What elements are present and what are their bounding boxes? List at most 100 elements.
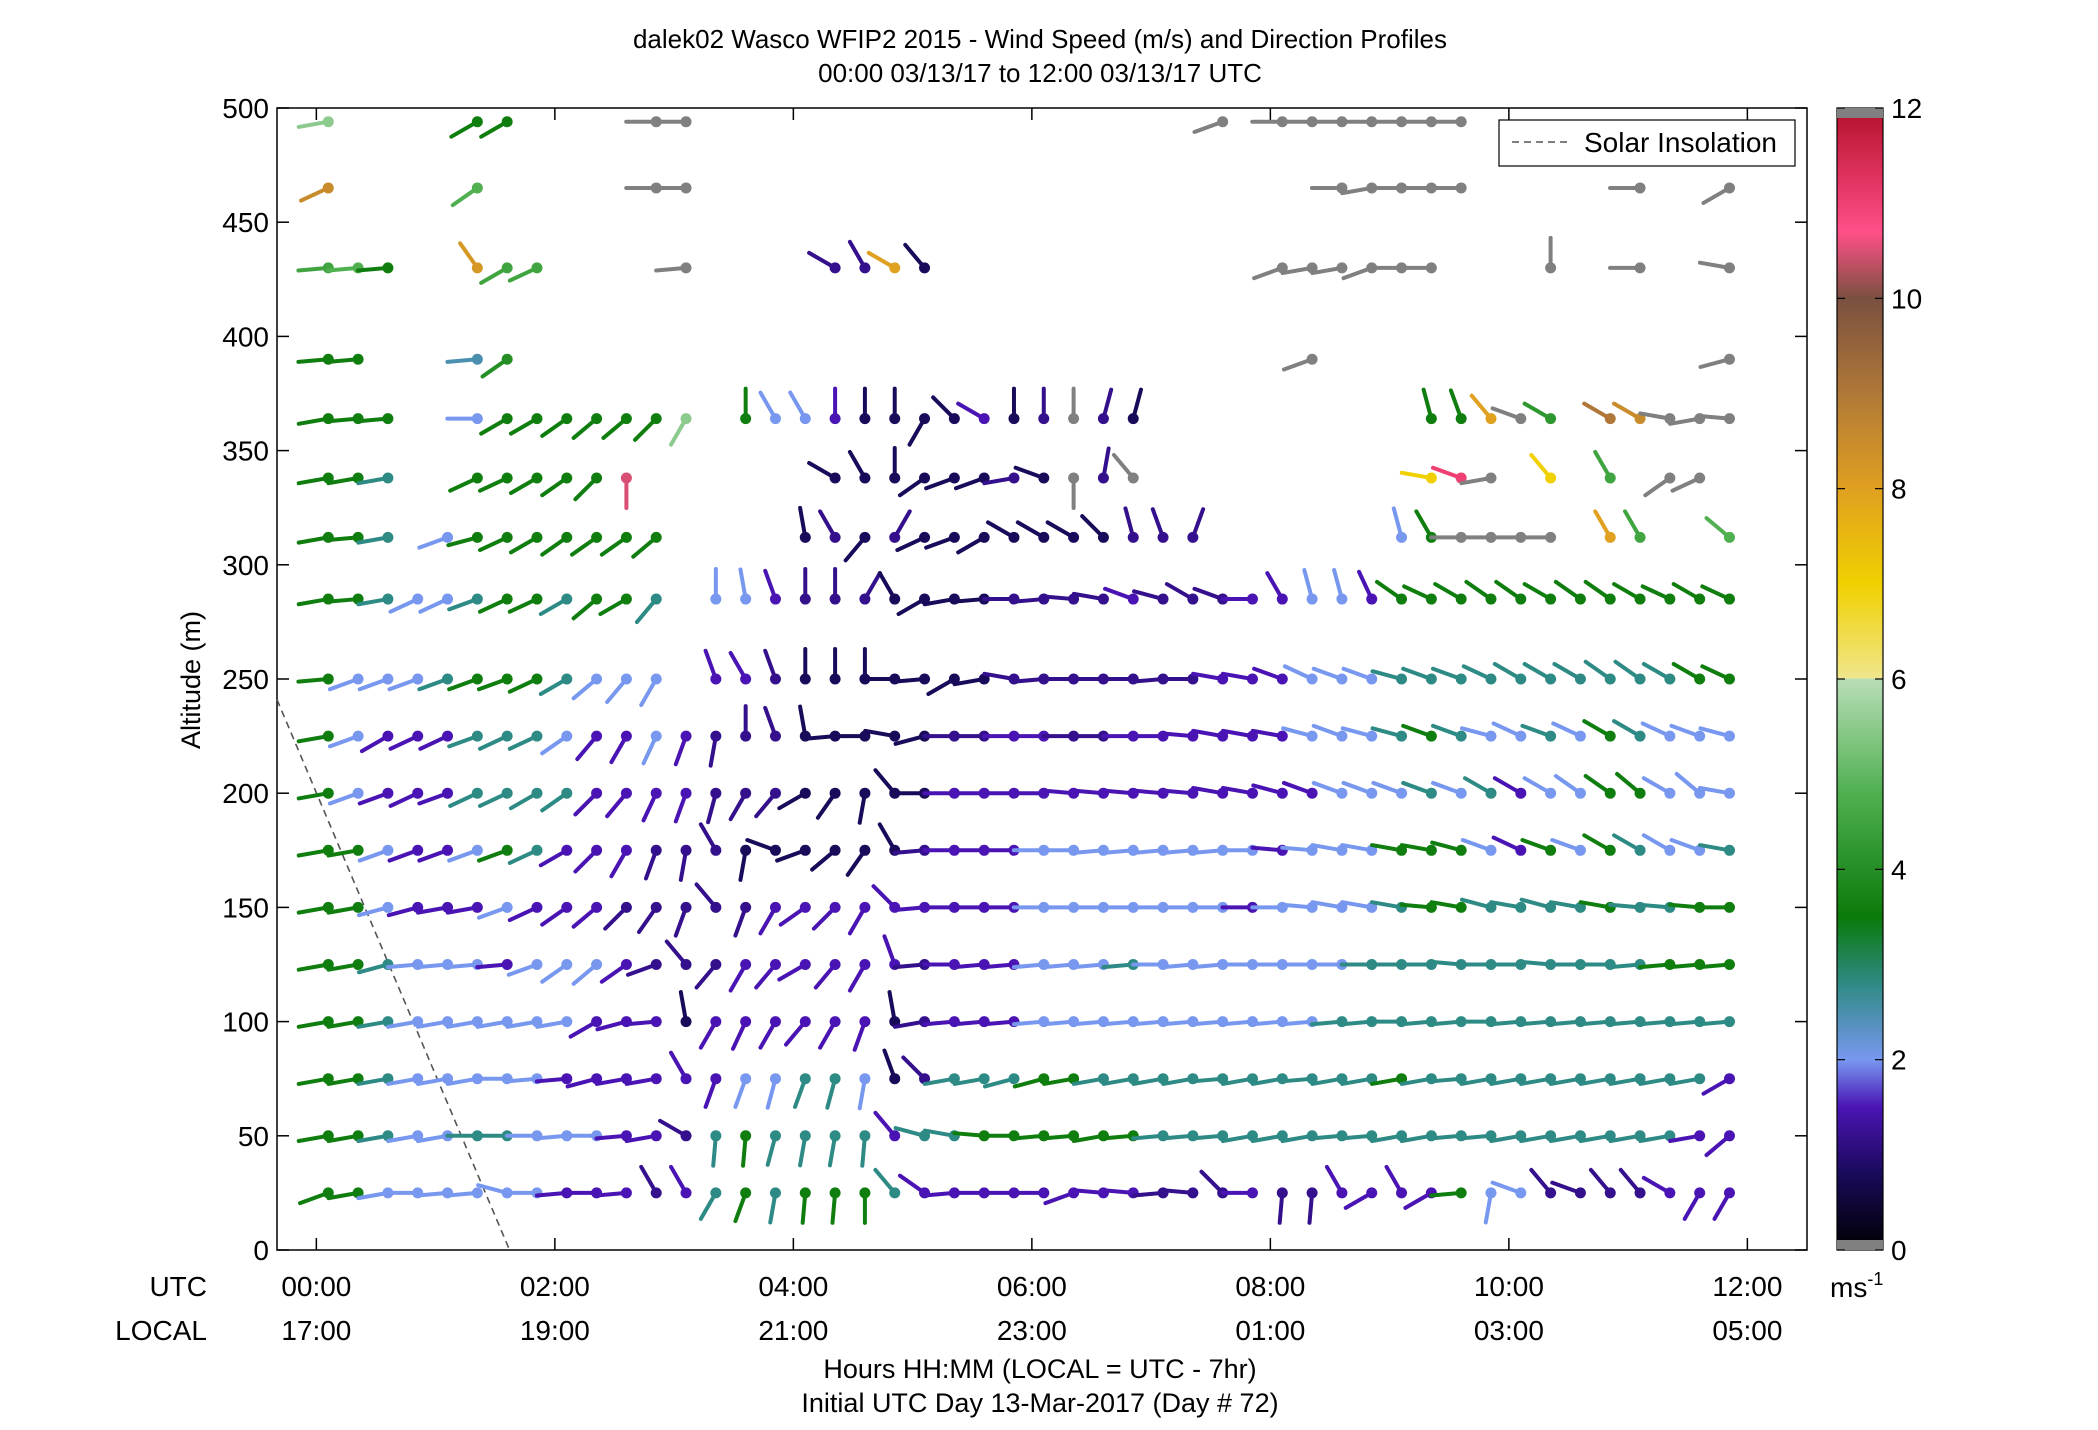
wind-barb-dot	[1664, 787, 1676, 799]
wind-barb	[573, 844, 603, 874]
wind-barb-dot	[1723, 413, 1735, 425]
wind-barb-dot	[1008, 413, 1020, 425]
wind-barb-dot	[591, 413, 603, 425]
wind-barb-dot	[710, 901, 722, 913]
wind-barb	[1697, 959, 1735, 970]
wind-barb-dot	[1723, 262, 1735, 274]
wind-barb-dot	[620, 901, 632, 913]
wind-barb	[740, 1130, 752, 1168]
wind-barb	[609, 730, 632, 765]
wind-barb-dot	[471, 262, 483, 274]
wind-barb-dot	[1425, 673, 1437, 685]
wind-barb-dot	[501, 787, 513, 799]
wind-barb-dot	[1425, 844, 1437, 856]
wind-barb	[1492, 776, 1527, 799]
wind-barb	[1701, 1073, 1735, 1096]
wind-barb	[852, 1016, 871, 1052]
wind-barb-dot	[1723, 531, 1735, 543]
wind-barb	[1553, 773, 1586, 799]
wind-barb	[698, 822, 722, 856]
wind-barb-dot	[471, 182, 483, 194]
chart-title-line2: 00:00 03/13/17 to 12:00 03/13/17 UTC	[818, 58, 1262, 88]
wind-barb	[763, 705, 781, 742]
wind-barb	[1529, 453, 1557, 484]
wind-barb-dot	[650, 1073, 662, 1085]
wind-barb	[1281, 726, 1318, 742]
wind-barb-dot	[1485, 413, 1497, 425]
wind-barb	[1068, 472, 1080, 511]
wind-barb	[1641, 776, 1676, 799]
wind-barb	[1220, 671, 1258, 685]
wind-barb	[507, 673, 543, 694]
wind-barb-dot	[1515, 730, 1527, 742]
y-tick-label: 150	[222, 892, 269, 923]
wind-barb	[1430, 666, 1467, 685]
wind-barb-dot	[1246, 1187, 1258, 1199]
wind-barb-dot	[859, 1016, 871, 1028]
wind-barb	[728, 651, 752, 685]
wind-barb-dot	[1515, 1187, 1527, 1199]
wind-barb-dot	[1723, 959, 1735, 970]
wind-barb	[571, 673, 603, 701]
wind-barb	[1399, 843, 1437, 856]
wind-barb	[326, 901, 364, 915]
wind-barb-dot	[1455, 901, 1467, 913]
wind-barb-dot	[650, 959, 662, 970]
wind-barb	[447, 844, 483, 863]
wind-barb-dot	[1008, 472, 1020, 484]
wind-barb-dot	[1336, 787, 1348, 799]
wind-barb-dot	[740, 959, 752, 970]
wind-barb	[327, 787, 364, 806]
wind-barb-dot	[561, 787, 573, 799]
wind-barb-dot	[710, 1016, 722, 1028]
wind-barb-dot	[382, 673, 394, 685]
wind-barb	[1704, 1130, 1735, 1158]
wind-barb	[798, 505, 811, 543]
wind-barb-dot	[680, 1016, 692, 1028]
wind-barb	[1311, 666, 1348, 685]
wind-barb	[799, 567, 811, 605]
wind-barb	[768, 1187, 781, 1225]
wind-barb	[535, 1016, 573, 1029]
wind-barb	[447, 593, 483, 612]
wind-barb	[829, 1187, 841, 1225]
wind-barb-dot	[1276, 593, 1288, 605]
wind-barb-dot	[1455, 730, 1467, 742]
wind-barb	[603, 901, 632, 931]
wind-barb-dot	[382, 593, 394, 605]
wind-barb-dot	[710, 1187, 722, 1199]
wind-barb	[1357, 569, 1378, 605]
wind-barb-dot	[650, 787, 662, 799]
wind-barb	[1698, 726, 1735, 742]
wind-barb	[1399, 262, 1437, 274]
wind-barb	[847, 239, 871, 274]
wind-barb	[598, 593, 632, 617]
wind-barb-dot	[620, 413, 632, 425]
wind-barb-dot	[1306, 593, 1318, 605]
x-tick-label-local: 21:00	[758, 1315, 828, 1346]
wind-barb-dot	[382, 844, 394, 856]
wind-barb-dot	[1455, 844, 1467, 856]
wind-barb	[356, 472, 394, 486]
wind-barb-dot	[1276, 673, 1288, 685]
wind-barb	[775, 844, 811, 863]
wind-barb-dot	[1723, 1073, 1735, 1085]
wind-barb	[620, 472, 632, 511]
wind-barb	[778, 901, 811, 927]
wind-barb	[1080, 514, 1109, 543]
wind-barb-dot	[1276, 730, 1288, 742]
wind-barb	[571, 593, 603, 621]
wind-barb-dot	[769, 901, 781, 913]
wind-barb-dot	[501, 413, 513, 425]
wind-barb	[1311, 723, 1348, 742]
wind-barb	[907, 413, 931, 447]
wind-barb	[952, 1073, 990, 1086]
wind-barb	[356, 901, 394, 918]
wind-barb	[1164, 582, 1199, 605]
wind-barb	[479, 262, 513, 285]
wind-barb-dot	[650, 1016, 662, 1028]
y-tick-label: 200	[222, 778, 269, 809]
wind-barb	[1429, 1187, 1467, 1199]
wind-barb-dot	[1485, 787, 1497, 799]
row-label-utc: UTC	[149, 1271, 207, 1302]
